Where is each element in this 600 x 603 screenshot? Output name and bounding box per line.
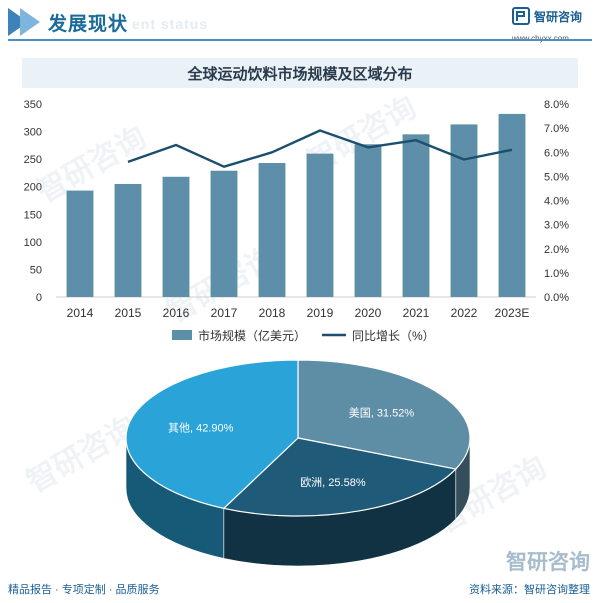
x-tick-label: 2014: [67, 306, 94, 320]
left-tick-label: 50: [30, 264, 42, 276]
x-tick-label: 2020: [355, 306, 382, 320]
brand-mark-icon: [512, 7, 530, 25]
bar-2016: [162, 176, 190, 297]
pie-slice-欧洲: [222, 437, 457, 517]
right-tick-label: 1.0%: [544, 268, 569, 280]
x-tick-label: 2022: [451, 306, 478, 320]
right-tick-label: 4.0%: [544, 196, 569, 208]
bar-2018: [258, 163, 286, 297]
left-tick-label: 250: [24, 154, 42, 166]
pie-slice-其他: [125, 359, 299, 510]
footer-tagline: 精品报告 · 专项定制 · 品质服务: [8, 584, 160, 596]
region-pie-chart: 美国, 31.52% 欧洲, 25.58% 其他, 42.90%: [125, 359, 471, 567]
bar-2017: [210, 170, 238, 297]
market-size-chart: 0 50 100 150 200 250 300 350 0.0% 1.0% 2.0% 3.0% 4.…: [24, 99, 570, 343]
x-tick-label: 2021: [403, 306, 430, 320]
right-tick-label: 2.0%: [544, 244, 569, 256]
brand-logo: 智研咨询 www.chyxx.com: [512, 7, 592, 43]
brand-name: 智研咨询: [534, 10, 583, 24]
x-tick-label: 2023E: [495, 306, 530, 320]
page-header: ent status 发展现状 智研咨询 www.chyxx.com: [0, 0, 600, 44]
right-tick-label: 6.0%: [544, 147, 569, 159]
bar-2015: [114, 183, 142, 297]
right-tick-label: 8.0%: [544, 99, 569, 111]
chart-title: 全球运动饮料市场规模及区域分布: [187, 65, 413, 83]
x-tick-label: 2019: [307, 306, 334, 320]
x-tick-label: 2018: [259, 306, 286, 320]
page-footer: 精品报告 · 专项定制 · 品质服务 智研咨询 资料来源：智研咨询整理: [0, 551, 600, 603]
footer-source: 智研咨询 资料来源：智研咨询整理: [420, 551, 590, 603]
growth-line: [127, 129, 513, 168]
x-tick-label: 2017: [211, 306, 238, 320]
left-tick-label: 150: [24, 209, 42, 221]
footer-source-text: 资料来源：智研咨询整理: [469, 584, 590, 596]
pie-data-label: 欧洲, 25.58%: [300, 476, 366, 489]
right-tick-label: 3.0%: [544, 220, 569, 232]
bar-2014: [66, 190, 94, 297]
header-divider: [8, 39, 592, 41]
bar-2020: [354, 144, 382, 297]
x-tick-label: 2015: [115, 306, 142, 320]
pie-data-label: 其他, 42.90%: [168, 422, 234, 435]
chart-title-bar: 全球运动饮料市场规模及区域分布: [22, 58, 578, 88]
left-tick-label: 300: [24, 127, 42, 139]
legend-bar-label: 市场规模（亿美元）: [198, 328, 306, 343]
right-tick-label: 5.0%: [544, 171, 569, 183]
pie-data-label: 美国, 31.52%: [349, 406, 415, 419]
section-badge-icon: [8, 8, 40, 36]
bar-2022: [450, 124, 478, 297]
pie-slice-美国: [297, 359, 471, 470]
left-tick-label: 200: [24, 182, 42, 194]
legend-bar-swatch: [172, 330, 192, 340]
brand-url: www.chyxx.com: [512, 34, 569, 43]
right-tick-label: 7.0%: [544, 123, 569, 135]
header-ghost-text: ent status: [132, 16, 209, 32]
right-tick-label: 0.0%: [544, 292, 569, 304]
left-tick-label: 0: [36, 292, 42, 304]
x-tick-label: 2016: [163, 306, 190, 320]
bar-2019: [306, 153, 334, 297]
legend-line-label: 同比增长（%）: [352, 329, 435, 343]
left-tick-label: 350: [24, 99, 42, 111]
footer-brand: 智研咨询: [506, 551, 590, 574]
bar-2023E: [498, 113, 526, 297]
left-tick-label: 100: [24, 237, 42, 249]
page-title: 发展现状: [48, 13, 129, 35]
bar-2021: [402, 134, 430, 297]
